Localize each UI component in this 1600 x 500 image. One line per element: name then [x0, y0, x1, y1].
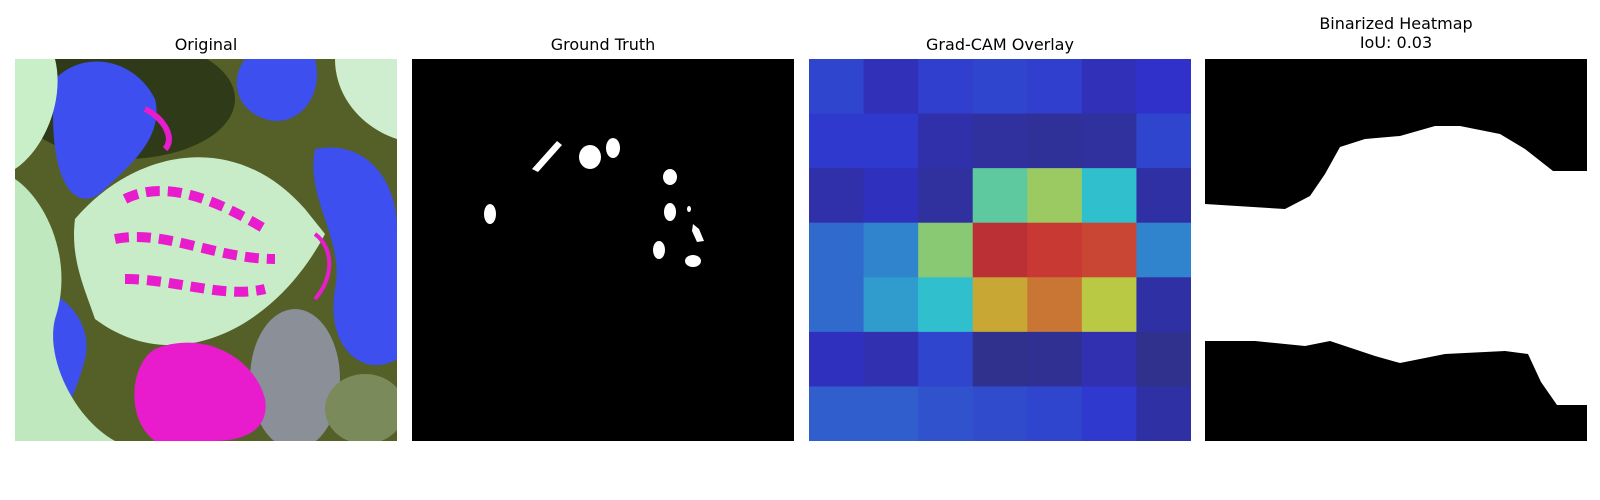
heatmap-cell — [809, 113, 865, 169]
heatmap-cell — [1081, 168, 1138, 224]
heatmap-cell — [1081, 59, 1138, 115]
heatmap-cell — [918, 59, 974, 115]
mask-blob — [606, 138, 620, 158]
heatmap-cell — [1136, 277, 1191, 333]
heatmap-cell — [1136, 168, 1191, 224]
binarized-mask — [1205, 59, 1587, 441]
gradcam-heatmap — [809, 59, 1191, 441]
heatmap-cell — [972, 113, 1028, 169]
original-image-panel — [15, 59, 397, 441]
mask-blob — [664, 203, 676, 221]
heatmap-cell — [1136, 59, 1191, 115]
heatmap-cell — [1027, 113, 1083, 169]
binarized-title-line: Binarized Heatmap — [1319, 14, 1473, 33]
heatmap-cell — [863, 331, 919, 388]
ground-truth-mask — [412, 59, 794, 441]
original-image — [15, 59, 397, 441]
heatmap-cell — [918, 277, 974, 333]
binarized-heatmap-panel — [1205, 59, 1587, 441]
mask-blob — [687, 206, 691, 212]
heatmap-cell — [1027, 168, 1083, 224]
panel-title-original: Original — [174, 35, 238, 54]
ground-truth-panel — [412, 59, 794, 441]
heatmap-cell — [918, 386, 974, 441]
gradcam-overlay-panel — [809, 59, 1191, 441]
binarized-region — [1205, 126, 1587, 405]
heatmap-cell — [1136, 222, 1191, 278]
heatmap-cell — [809, 331, 865, 388]
heatmap-cell — [809, 386, 865, 441]
heatmap-cell — [972, 168, 1028, 224]
heatmap-cell — [1081, 331, 1138, 388]
heatmap-cell — [918, 222, 974, 278]
heatmap-cell — [1027, 331, 1083, 388]
heatmap-cell — [863, 168, 919, 224]
heatmap-cell — [1081, 222, 1138, 278]
heatmap-cell — [1081, 113, 1138, 169]
heatmap-cell — [972, 277, 1028, 333]
mask-blob — [692, 224, 704, 242]
heatmap-cell — [972, 331, 1028, 388]
heatmap-cell — [863, 277, 919, 333]
heatmap-cell — [918, 113, 974, 169]
heatmap-cell — [809, 222, 865, 278]
heatmap-cell — [972, 222, 1028, 278]
heatmap-cell — [1136, 331, 1191, 388]
panel-title-binarized-heatmap: Binarized Heatmap IoU: 0.03 — [1205, 14, 1587, 52]
heatmap-cell — [809, 277, 865, 333]
heatmap-cell — [1136, 113, 1191, 169]
heatmap-cell — [1081, 386, 1138, 441]
heatmap-cell — [972, 59, 1028, 115]
mask-blob — [532, 141, 562, 172]
heatmap-cell — [1081, 277, 1138, 333]
heatmap-cell — [918, 331, 974, 388]
heatmap-cell — [1136, 386, 1191, 441]
heatmap-cell — [1027, 386, 1083, 441]
mask-blob — [653, 241, 665, 259]
mask-blob — [663, 169, 677, 185]
heatmap-cell — [809, 168, 865, 224]
heatmap-cell — [863, 222, 919, 278]
heatmap-cell — [863, 386, 919, 441]
heatmap-cell — [972, 386, 1028, 441]
panel-title-gradcam-overlay: Grad-CAM Overlay — [926, 35, 1074, 54]
mask-blob — [484, 204, 496, 224]
heatmap-cell — [1027, 277, 1083, 333]
heatmap-cell — [863, 59, 919, 115]
heatmap-cell — [863, 113, 919, 169]
iou-label: IoU: 0.03 — [1359, 33, 1433, 52]
panel-title-ground-truth: Ground Truth — [550, 35, 656, 54]
heatmap-cell — [918, 168, 974, 224]
mask-blob — [685, 255, 701, 267]
heatmap-cell — [1027, 59, 1083, 115]
mask-blob — [579, 145, 601, 169]
heatmap-cell — [809, 59, 865, 115]
heatmap-cell — [1027, 222, 1083, 278]
